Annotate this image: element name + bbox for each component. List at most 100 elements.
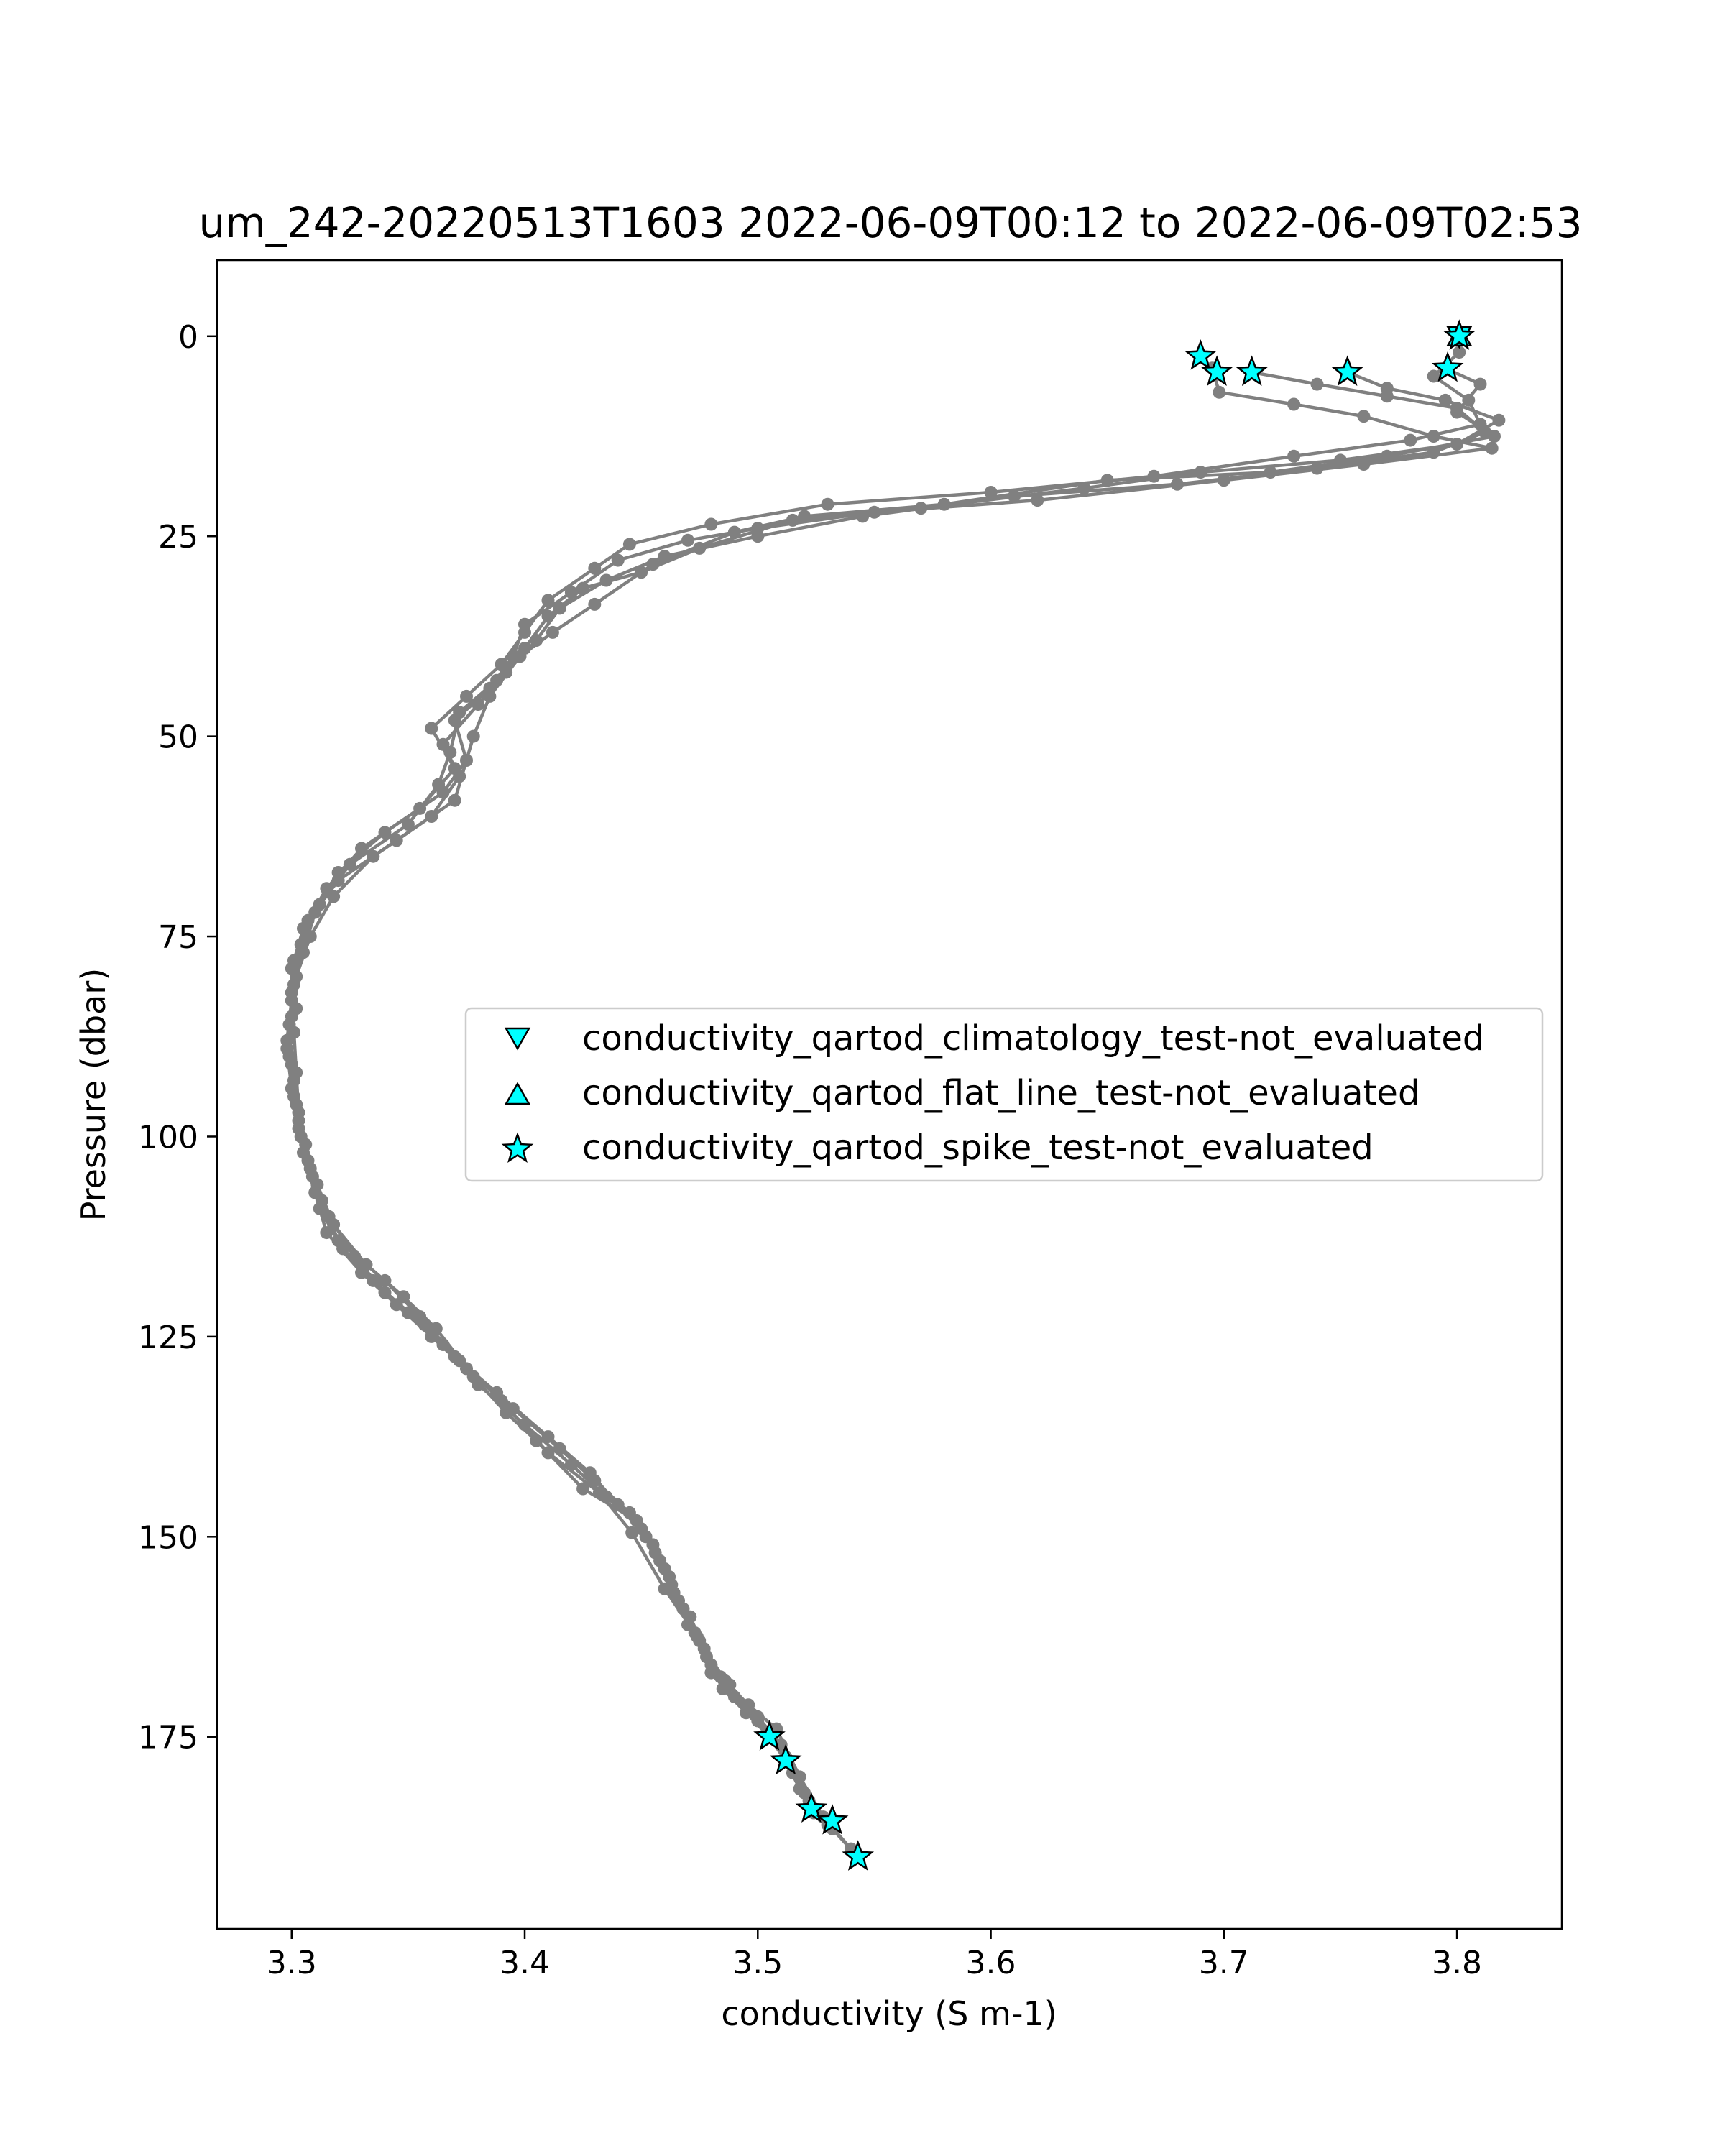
spike-flag-marker [1200,355,1233,386]
profile-point [494,1394,508,1407]
profile-point [592,1486,606,1500]
profile-point [541,1430,555,1444]
profile-point [1450,405,1464,419]
x-tick-label: 3.8 [1432,1945,1482,1981]
plot-area [280,319,1506,1871]
profile-point [821,497,834,511]
profile-point [453,1354,466,1368]
flags-layer [753,319,1476,1871]
profile-point [541,609,555,623]
legend-triangle-down-marker [504,1027,531,1051]
legend-star-marker [501,1132,534,1164]
profile-point [1171,477,1184,491]
x-tick-label: 3.7 [1199,1945,1249,1981]
profile-point [1357,410,1371,423]
profile-point [1287,449,1301,463]
profile-point [798,510,811,523]
profile-point [331,874,345,888]
profile-point [401,818,415,831]
y-tick-label: 75 [158,919,198,956]
profile-point [588,597,602,611]
profile-point [301,1153,315,1167]
x-tick-label: 3.4 [500,1945,550,1981]
chart-title: um_242-20220513T1603 2022-06-09T00:12 to… [199,198,1583,247]
profile-point [1031,494,1044,507]
y-tick-label: 25 [158,519,198,556]
profile-point [1380,449,1394,463]
profile-point [576,581,590,595]
spike-flag-marker [795,1792,828,1823]
profile-point [937,497,951,511]
y-tick-label: 100 [138,1119,198,1156]
profile-point [1492,413,1506,427]
profile-point [315,1194,328,1207]
profile-point [727,525,741,539]
legend-label-flat-line: conductivity_qartod_flat_line_test-not_e… [582,1073,1420,1113]
y-axis-label: Pressure (dbar) [74,968,113,1221]
profile-point [648,1546,662,1560]
x-axis-label: conductivity (S m-1) [721,1994,1057,2033]
x-axis: 3.3 3.4 3.5 3.6 3.7 3.8 [267,1929,1482,1981]
x-tick-label: 3.3 [267,1945,317,1981]
profile-point [576,1482,590,1496]
profile-point [1213,385,1226,399]
profile-point [453,706,466,719]
profile-point [1473,377,1487,391]
profile-point [483,689,497,703]
spike-flag-marker [1331,355,1364,386]
profile-point [546,625,559,639]
profile-point [1438,393,1452,407]
y-tick-label: 125 [138,1319,198,1356]
profile-point [1310,377,1324,391]
profile-point [448,793,461,807]
profile-point [541,1446,555,1460]
profile-point [397,1290,410,1304]
spike-flag-marker [753,1720,786,1751]
x-tick-label: 3.6 [966,1945,1016,1981]
profile-point [751,1714,765,1728]
profile-point [742,1698,755,1712]
profile-point [1488,430,1501,443]
profile-point [630,1514,643,1527]
profile-point [1404,433,1417,447]
spike-flag-marker [1184,339,1217,370]
profile-point [343,857,356,871]
legend-triangle-up-marker [504,1082,531,1105]
profile-point [1485,441,1499,455]
y-tick-label: 175 [138,1720,198,1756]
profile-point [583,1466,597,1480]
profile-point [288,954,300,967]
profile-point [425,722,438,735]
legend-box [464,1007,1544,1182]
profile-point [718,1674,732,1687]
series-layer [280,329,1506,1864]
axes-frame [216,259,1563,1930]
profile-point [622,538,636,551]
profile-point [1427,369,1440,383]
profile-point [432,778,446,791]
legend: conductivity_qartod_climatology_test-not… [464,1007,1544,1182]
profile-point [285,994,298,1008]
profile-point [355,842,368,855]
profile-point [288,1074,300,1087]
profile-point [466,1370,480,1383]
spike-flag-marker [816,1804,849,1835]
profile-point [1264,466,1277,479]
profile-point [390,834,403,847]
y-tick-label: 50 [158,719,198,756]
profile-point [625,1526,639,1539]
x-tick-label: 3.5 [732,1945,783,1981]
profile-point [378,1273,392,1287]
legend-label-spike: conductivity_qartod_spike_test-not_evalu… [582,1128,1374,1168]
profile-point [413,1310,427,1323]
spike-flag-marker [842,1840,875,1871]
profile-point [658,1582,671,1595]
profile-point [466,729,480,743]
profile-point [292,1114,305,1128]
profile-point [301,913,315,927]
profile-point [1453,346,1466,359]
y-tick-label: 0 [178,319,198,356]
profile-point [378,1286,392,1299]
profile-point [1380,382,1394,395]
